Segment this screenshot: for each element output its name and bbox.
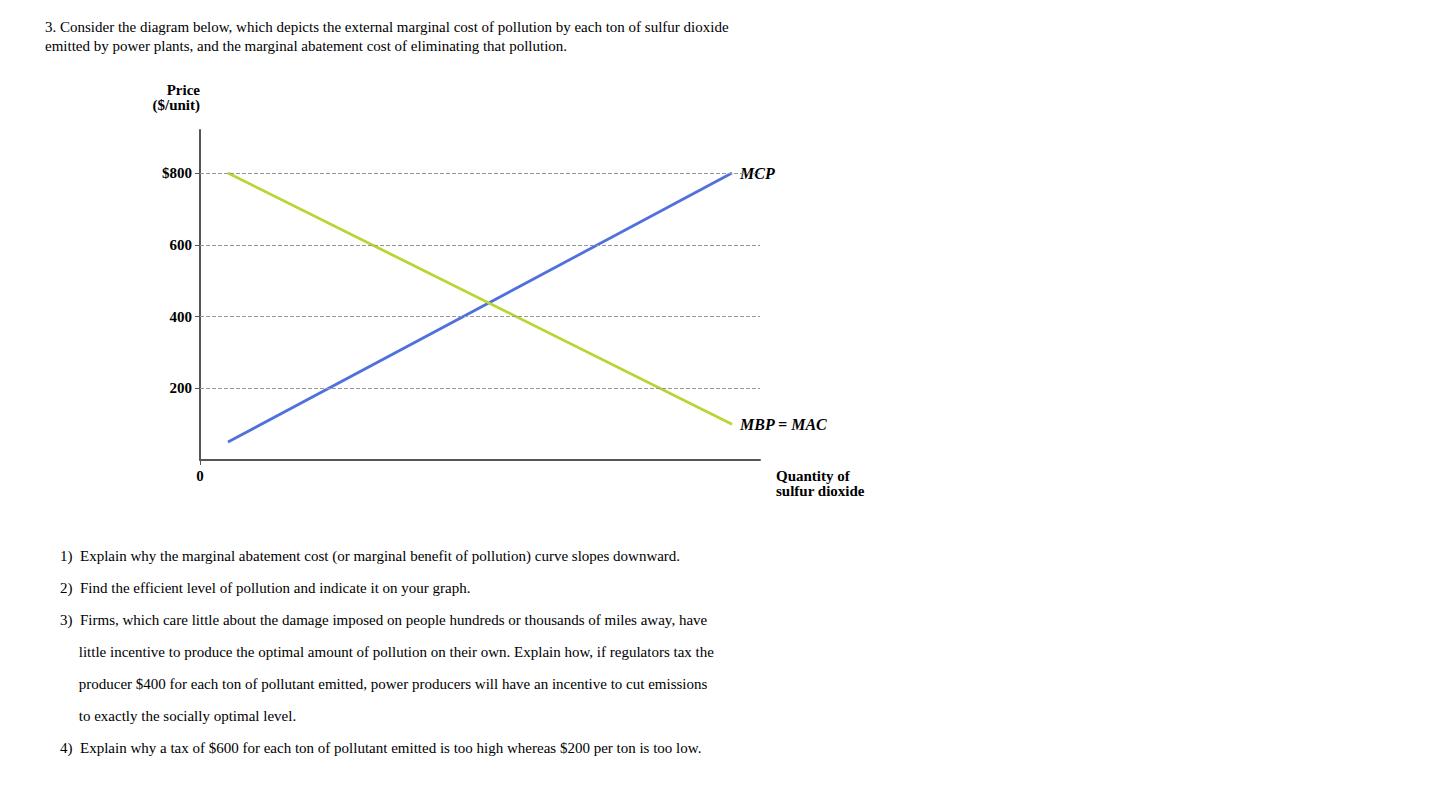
svg-text:0: 0 (196, 468, 204, 484)
svg-text:$800: $800 (162, 165, 192, 181)
svg-text:4) Explain why a tax of $600: 4) Explain why a tax of $600 for each to… (60, 740, 701, 757)
svg-text:little incentive to produce th: little incentive to produce the optimal … (60, 644, 714, 660)
svg-text:Price: Price (167, 82, 201, 98)
svg-text:sulfur dioxide: sulfur dioxide (776, 483, 865, 499)
svg-text:1) Explain why the marginal a: 1) Explain why the marginal abatement co… (60, 548, 680, 565)
svg-text:Quantity of: Quantity of (776, 468, 851, 484)
svg-text:2) Find the efficient level o: 2) Find the efficient level of pollution… (60, 580, 470, 597)
svg-text:200: 200 (170, 380, 193, 396)
svg-text:MCP: MCP (739, 165, 775, 182)
svg-text:producer $400 for each ton of: producer $400 for each ton of pollutant … (60, 676, 707, 692)
svg-text:400: 400 (170, 309, 193, 325)
svg-text:3) Firms, which care little a: 3) Firms, which care little about the da… (60, 612, 708, 629)
svg-text:emitted by power plants, and t: emitted by power plants, and the margina… (45, 38, 567, 54)
svg-text:($/unit): ($/unit) (152, 97, 200, 114)
svg-text:3. Consider the diagram below,: 3. Consider the diagram below, which dep… (45, 19, 729, 35)
svg-text:600: 600 (170, 237, 193, 253)
svg-text:MBP = MAC: MBP = MAC (739, 416, 827, 433)
svg-text:to exactly the socially optima: to exactly the socially optimal level. (60, 708, 296, 724)
